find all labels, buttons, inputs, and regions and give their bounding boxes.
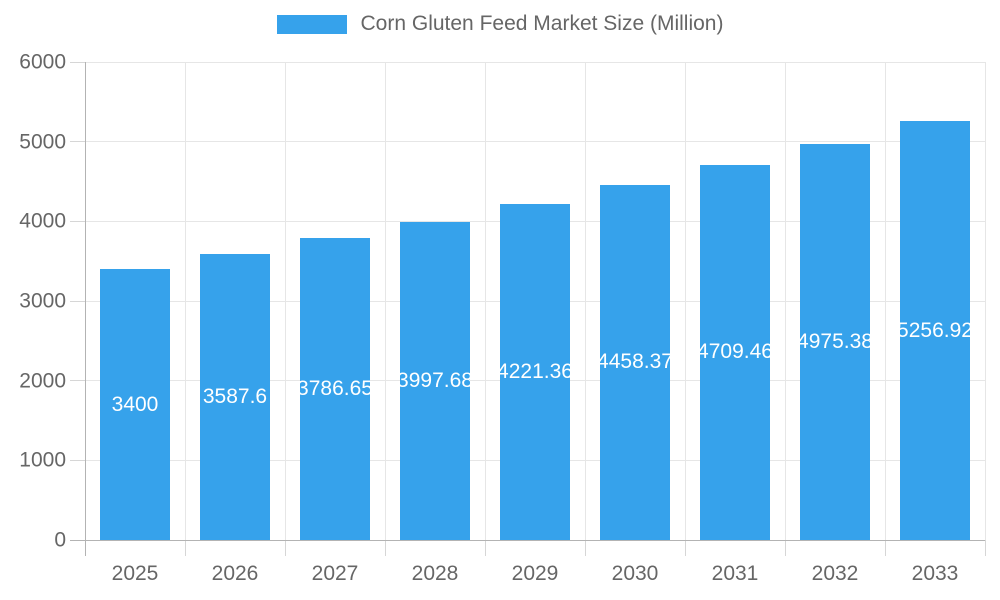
x-axis-tick <box>184 540 186 556</box>
x-axis-tick <box>984 540 986 556</box>
y-axis-line <box>84 62 86 556</box>
y-axis-tick <box>70 459 85 461</box>
x-tick-label: 2031 <box>711 562 759 585</box>
bar: 3997.68 <box>400 221 470 540</box>
y-axis-tick <box>70 141 85 143</box>
v-gridline <box>684 62 686 540</box>
legend-series-label: Corn Gluten Feed Market Size (Million) <box>360 12 724 35</box>
v-gridline <box>284 62 286 540</box>
bar-value-label: 4221.36 <box>500 359 570 383</box>
y-tick-label: 2000 <box>19 369 66 393</box>
bar-value-label: 4709.46 <box>700 340 770 364</box>
h-gridline <box>85 141 985 143</box>
legend-swatch-icon <box>276 14 347 34</box>
x-tick-label: 2028 <box>411 562 459 585</box>
y-axis-tick <box>70 380 85 382</box>
bar-value-label: 3587.6 <box>202 385 268 409</box>
v-gridline <box>184 62 186 540</box>
bar: 4221.36 <box>500 203 570 540</box>
y-axis-tick <box>70 61 85 63</box>
x-axis-tick <box>384 540 386 556</box>
bar: 4709.46 <box>700 164 770 540</box>
x-axis-tick <box>584 540 586 556</box>
x-tick-label: 2030 <box>611 562 659 585</box>
bar-value-label: 5256.92 <box>900 318 970 342</box>
bar-value-label: 3997.68 <box>400 368 470 392</box>
x-axis-tick <box>784 540 786 556</box>
v-gridline <box>584 62 586 540</box>
y-tick-label: 0 <box>54 528 66 552</box>
x-tick-label: 2032 <box>811 562 859 585</box>
y-tick-label: 4000 <box>19 209 66 233</box>
v-gridline <box>884 62 886 540</box>
y-tick-label: 3000 <box>19 289 66 313</box>
x-tick-label: 2026 <box>211 562 259 585</box>
bar: 3587.6 <box>200 254 270 540</box>
x-tick-label: 2025 <box>111 562 159 585</box>
x-axis-line <box>70 539 985 541</box>
x-tick-label: 2029 <box>511 562 559 585</box>
bar: 5256.92 <box>900 121 970 540</box>
bar: 3400 <box>100 269 170 540</box>
y-axis-tick <box>70 220 85 222</box>
bar-value-label: 4458.37 <box>600 350 670 374</box>
bar: 4975.38 <box>800 143 870 540</box>
bar: 4458.37 <box>600 184 670 540</box>
y-tick-label: 5000 <box>19 130 66 154</box>
x-axis-tick <box>884 540 886 556</box>
bar-value-label: 4975.38 <box>800 329 870 353</box>
v-gridline <box>984 62 986 540</box>
x-axis-tick <box>684 540 686 556</box>
bar: 3786.65 <box>300 238 370 540</box>
y-tick-label: 1000 <box>19 448 66 472</box>
chart-legend[interactable]: Corn Gluten Feed Market Size (Million) <box>0 13 1000 35</box>
bar-value-label: 3786.65 <box>300 377 370 401</box>
y-tick-label: 6000 <box>19 50 66 74</box>
bar-value-label: 3400 <box>111 392 159 416</box>
x-tick-label: 2033 <box>911 562 959 585</box>
y-axis-tick <box>70 300 85 302</box>
v-gridline <box>784 62 786 540</box>
x-axis-tick <box>284 540 286 556</box>
x-tick-label: 2027 <box>311 562 359 585</box>
v-gridline <box>384 62 386 540</box>
h-gridline <box>85 61 985 63</box>
x-axis-tick <box>484 540 486 556</box>
v-gridline <box>484 62 486 540</box>
